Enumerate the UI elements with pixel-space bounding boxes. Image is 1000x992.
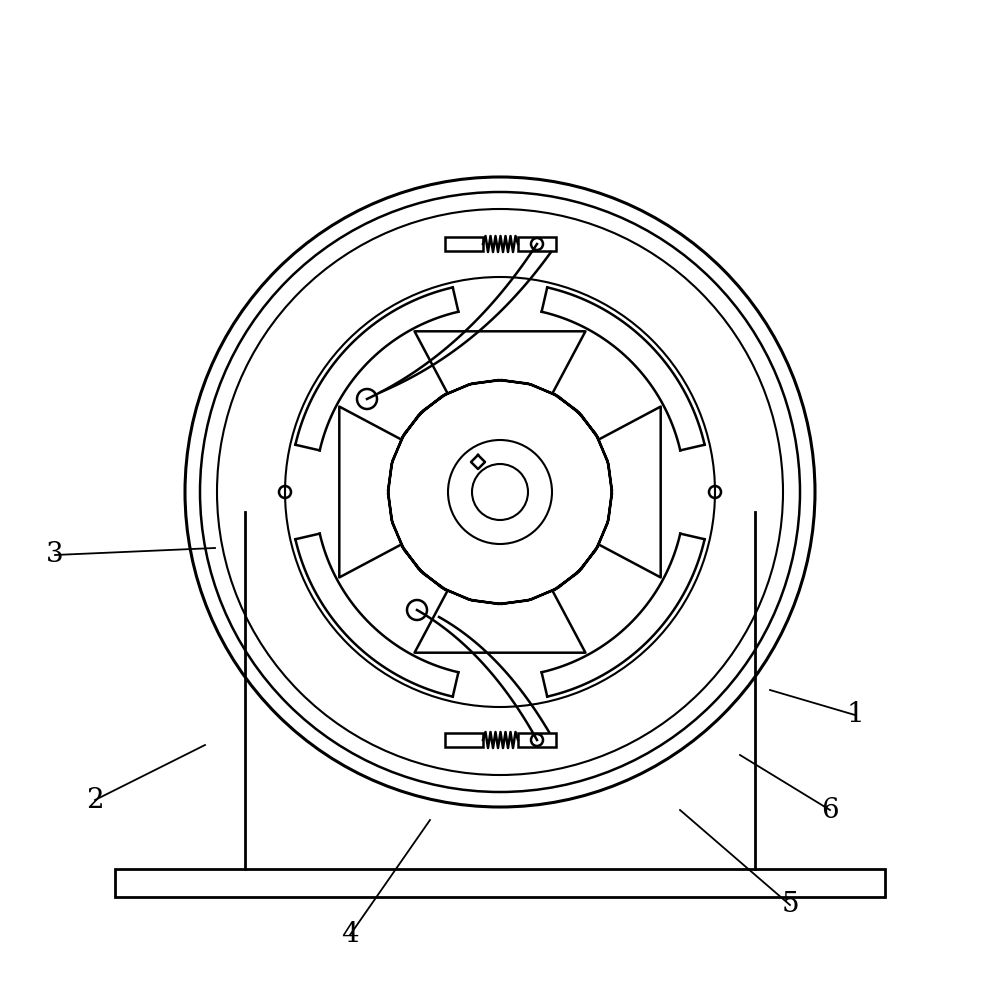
Bar [115,869,885,897]
Bar [518,237,556,251]
Text: 5: 5 [781,892,799,919]
Text: 4: 4 [341,922,359,948]
Text: 2: 2 [86,787,104,813]
Text: 1: 1 [846,701,864,728]
Text: 3: 3 [46,542,64,568]
Bar [445,237,483,251]
Text: 6: 6 [821,797,839,823]
Bar [445,733,483,747]
Bar [518,733,556,747]
